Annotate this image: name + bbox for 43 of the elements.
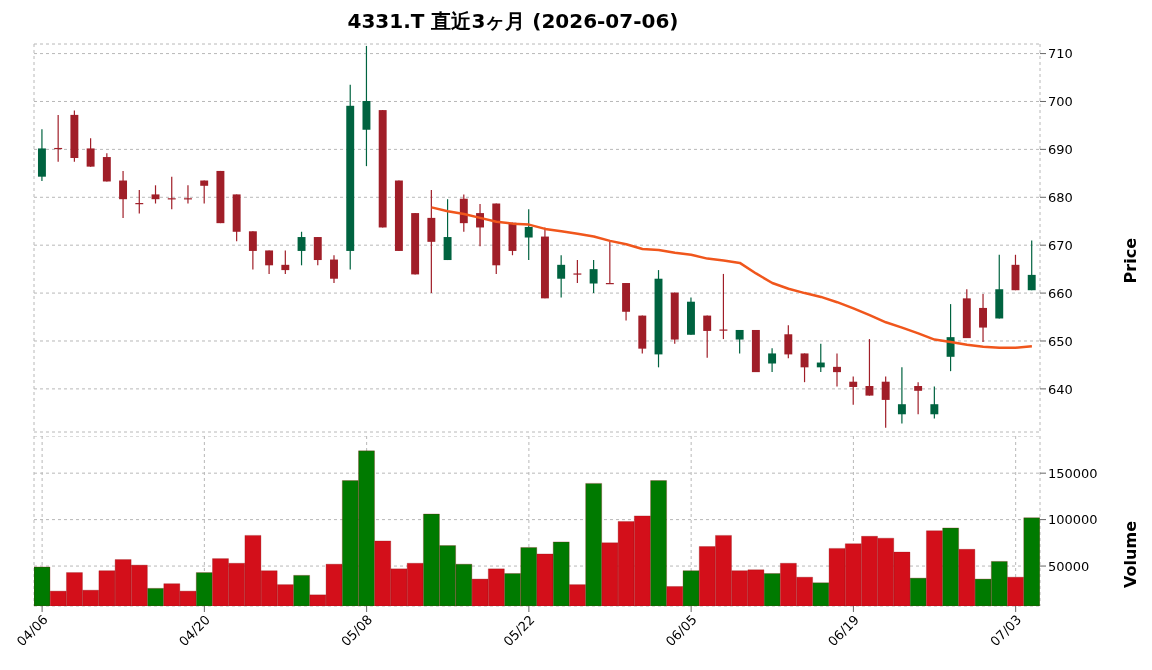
- candlestick: [865, 338, 874, 397]
- candlestick: [719, 273, 728, 340]
- candlestick: [930, 385, 939, 420]
- candlestick: [248, 230, 257, 271]
- candlestick: [151, 184, 160, 205]
- candlestick: [897, 366, 906, 424]
- candlestick: [849, 375, 858, 406]
- y-tick-label: 710: [1048, 46, 1073, 62]
- candlestick: [86, 137, 95, 168]
- candlestick: [313, 236, 322, 266]
- candlestick: [914, 381, 923, 415]
- candlestick: [557, 254, 566, 298]
- candlestick: [281, 249, 290, 275]
- candlestick: [265, 249, 274, 275]
- candlestick: [427, 189, 436, 294]
- y-tick-label: 700: [1048, 94, 1073, 110]
- candlestick: [589, 259, 598, 294]
- candlestick: [524, 208, 533, 261]
- candlestick: [800, 352, 809, 383]
- candlestick: [573, 259, 582, 284]
- y-tick-label: 150000: [1048, 465, 1098, 481]
- y-tick-label: 640: [1048, 381, 1073, 397]
- y-axis-title: Volume: [1120, 520, 1140, 588]
- candlestick: [979, 293, 987, 343]
- y-tick-label: 650: [1048, 333, 1073, 349]
- candlestick: [768, 347, 777, 373]
- y-tick-label: 100000: [1048, 512, 1098, 528]
- candlestick: [330, 254, 338, 284]
- y-tick-label: 680: [1048, 189, 1073, 205]
- chart-title: 4331.T 直近3ヶ月 (2026-07-06): [346, 8, 680, 35]
- candlestick: [703, 315, 712, 359]
- candlestick: [881, 375, 890, 429]
- candlestick: [443, 198, 452, 261]
- y-axis-title: Price: [1120, 237, 1140, 284]
- candlestick: [1027, 239, 1036, 291]
- y-tick-label: 50000: [1048, 558, 1090, 574]
- candlestick: [119, 170, 128, 219]
- candlestick: [784, 324, 793, 359]
- candlestick: [833, 352, 841, 388]
- y-tick-label: 660: [1048, 285, 1073, 301]
- y-tick-label: 690: [1048, 142, 1073, 157]
- y-tick-label: 670: [1048, 237, 1073, 253]
- candlestick: [297, 231, 306, 266]
